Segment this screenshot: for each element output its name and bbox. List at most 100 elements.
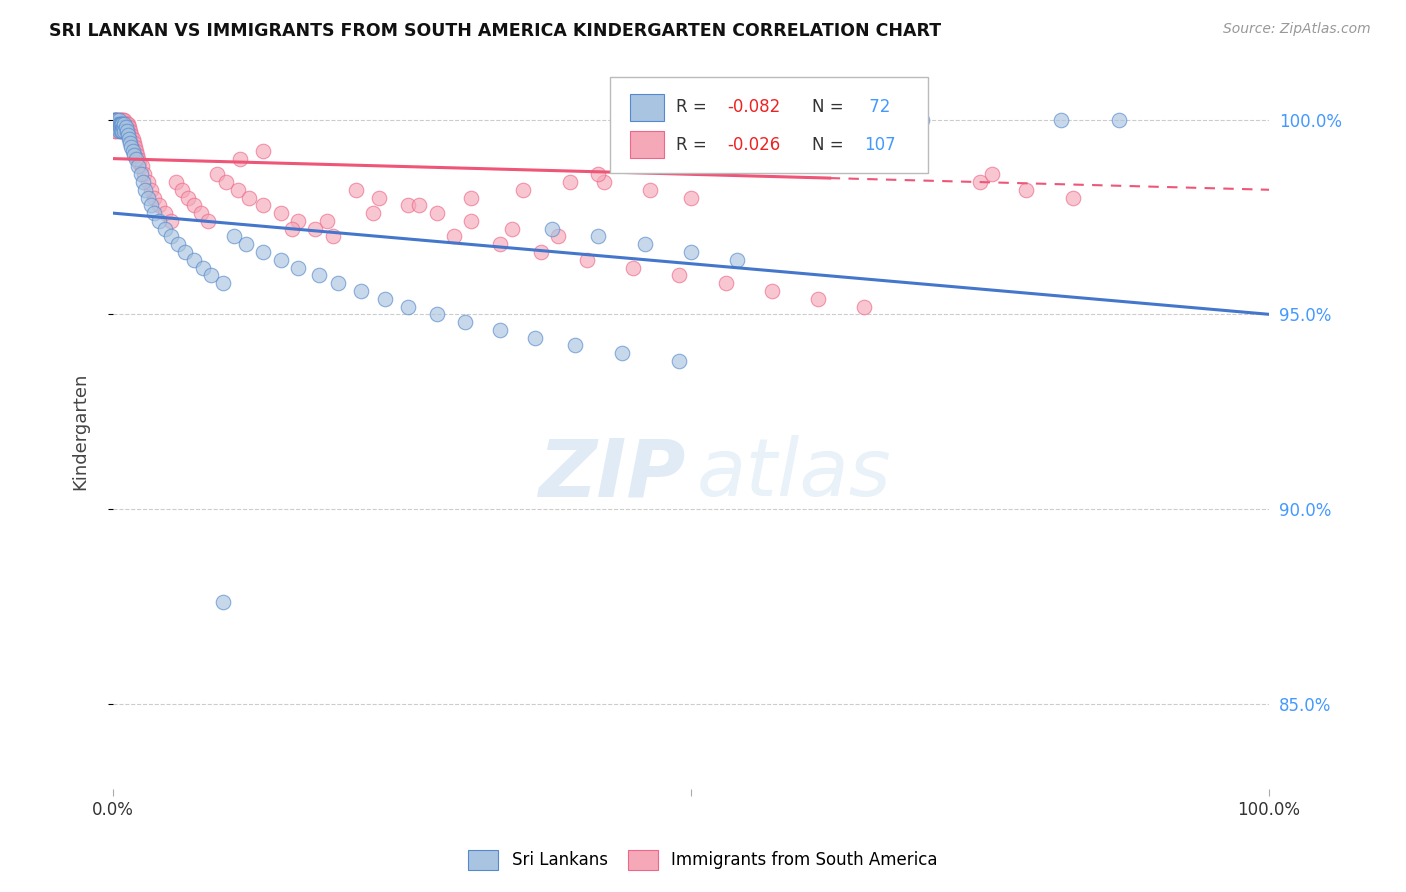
Point [191, 260, 214, 275]
Point [541, 221, 564, 235]
Point [270, 206, 292, 220]
Point [252, 198, 274, 212]
Text: 107: 107 [865, 136, 896, 153]
Point [443, 229, 465, 244]
Point [128, 155, 150, 169]
Point [159, 229, 181, 244]
Point [110, 117, 132, 131]
Point [148, 214, 170, 228]
Point [287, 214, 309, 228]
Point [454, 315, 477, 329]
Point [1050, 112, 1073, 127]
Point [127, 160, 149, 174]
Point [1062, 190, 1084, 204]
Text: -0.082: -0.082 [727, 98, 780, 116]
Point [115, 117, 138, 131]
Point [530, 245, 553, 260]
Point [118, 128, 141, 143]
Point [190, 206, 212, 220]
Point [111, 120, 134, 135]
Point [501, 221, 523, 235]
Point [668, 268, 690, 283]
Point [226, 183, 249, 197]
Point [640, 183, 662, 197]
Point [1015, 183, 1038, 197]
Point [287, 260, 309, 275]
Point [177, 190, 200, 204]
Point [134, 183, 156, 197]
Point [108, 112, 131, 127]
Point [315, 214, 337, 228]
Bar [630, 94, 665, 121]
Text: SRI LANKAN VS IMMIGRANTS FROM SOUTH AMERICA KINDERGARTEN CORRELATION CHART: SRI LANKAN VS IMMIGRANTS FROM SOUTH AMER… [49, 22, 942, 40]
Point [112, 112, 135, 127]
Point [621, 260, 644, 275]
Point [114, 117, 136, 131]
Point [588, 229, 610, 244]
Point [139, 198, 162, 212]
Point [668, 354, 690, 368]
Point [350, 284, 373, 298]
Point [107, 120, 129, 135]
Text: 72: 72 [865, 98, 891, 116]
Point [125, 144, 148, 158]
Point [304, 221, 326, 235]
Point [408, 198, 430, 212]
Point [197, 214, 219, 228]
Text: R =: R = [676, 136, 711, 153]
Point [118, 132, 141, 146]
Point [153, 206, 176, 220]
Point [159, 214, 181, 228]
Point [105, 117, 128, 131]
Point [725, 252, 748, 267]
Point [124, 140, 146, 154]
Point [112, 120, 135, 135]
Point [281, 221, 304, 235]
Point [121, 132, 143, 146]
Point [107, 112, 129, 127]
Point [547, 229, 569, 244]
Point [107, 120, 129, 135]
Point [107, 112, 129, 127]
Point [148, 198, 170, 212]
Point [679, 190, 702, 204]
Point [107, 112, 129, 127]
Point [374, 292, 396, 306]
Point [166, 237, 188, 252]
Point [104, 112, 127, 127]
Point [111, 117, 134, 131]
Point [105, 120, 128, 135]
Point [215, 175, 238, 189]
Point [911, 112, 934, 127]
Point [322, 229, 344, 244]
Point [270, 252, 292, 267]
Point [136, 175, 159, 189]
Point [807, 292, 830, 306]
Legend: Sri Lankans, Immigrants from South America: Sri Lankans, Immigrants from South Ameri… [461, 843, 945, 877]
Point [103, 112, 125, 127]
Point [679, 245, 702, 260]
Point [143, 190, 166, 204]
Point [523, 331, 546, 345]
Point [308, 268, 330, 283]
Point [105, 120, 128, 135]
Point [235, 237, 257, 252]
Point [120, 140, 142, 154]
Point [564, 338, 586, 352]
Point [252, 245, 274, 260]
Point [131, 160, 153, 174]
Text: N =: N = [813, 98, 849, 116]
Point [105, 124, 128, 138]
Point [489, 237, 512, 252]
Point [512, 183, 534, 197]
Point [183, 252, 205, 267]
Point [122, 147, 145, 161]
Point [610, 346, 633, 360]
Point [107, 117, 129, 131]
Point [105, 112, 128, 127]
Point [114, 120, 136, 135]
Text: N =: N = [813, 136, 849, 153]
FancyBboxPatch shape [610, 77, 928, 173]
Point [125, 152, 148, 166]
Point [110, 120, 132, 135]
